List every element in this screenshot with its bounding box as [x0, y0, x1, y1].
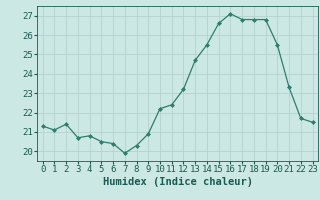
X-axis label: Humidex (Indice chaleur): Humidex (Indice chaleur)	[103, 177, 252, 187]
